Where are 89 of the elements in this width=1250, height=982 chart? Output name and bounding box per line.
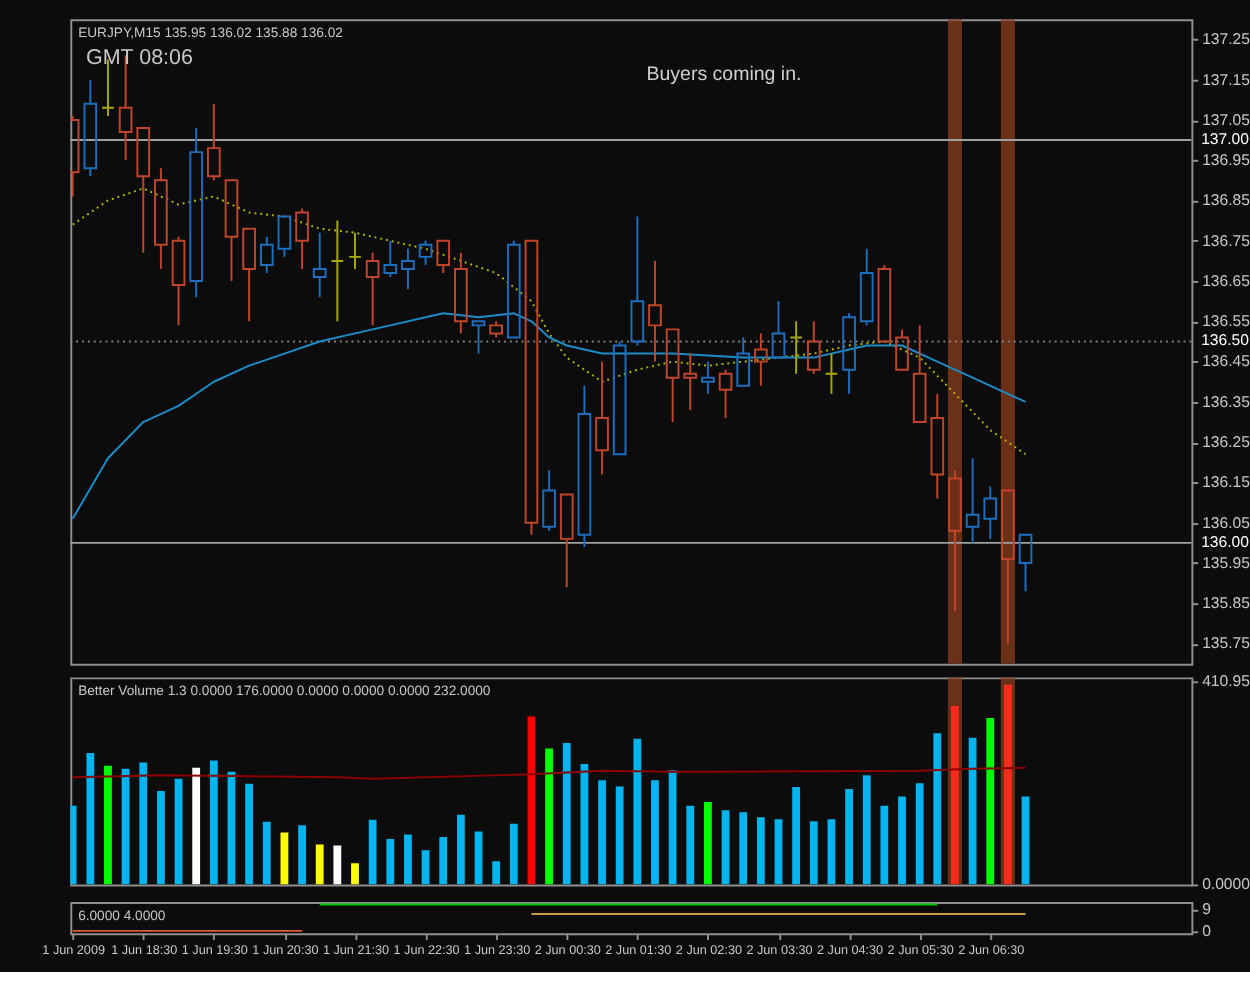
candlestick	[312, 231, 327, 299]
y-tick-label: 9	[1202, 900, 1211, 919]
bar	[104, 765, 112, 885]
y-tick-label: 137.15	[1202, 70, 1250, 89]
candlestick	[154, 167, 168, 270]
annotation: GMT 08:06	[85, 46, 193, 71]
bar	[668, 770, 677, 885]
candlestick	[454, 251, 468, 335]
y-tick-label: 135.85	[1202, 594, 1250, 613]
bar	[351, 863, 359, 885]
y-tick-label: 135.95	[1202, 553, 1250, 572]
bar	[845, 789, 853, 885]
candlestick	[577, 384, 592, 548]
candlestick	[930, 392, 945, 500]
line-series	[71, 312, 1027, 520]
candlestick	[648, 259, 662, 363]
y-tick-label: 135.75	[1202, 634, 1250, 653]
candlestick	[683, 352, 698, 411]
bar	[70, 805, 77, 885]
candlestick	[789, 320, 803, 375]
ref-line-label: 136.50	[1201, 331, 1250, 350]
bar	[509, 823, 518, 885]
bar	[456, 814, 465, 885]
bar	[386, 838, 395, 885]
bar	[756, 817, 765, 885]
candlestick	[330, 219, 345, 323]
y-tick-label: 0.0000	[1202, 875, 1250, 894]
candlestick	[824, 352, 839, 395]
y-tick-label: 136.65	[1202, 271, 1250, 290]
bar	[492, 861, 501, 885]
bar	[209, 760, 218, 885]
bar	[121, 768, 130, 885]
y-tick-label: 136.85	[1202, 191, 1250, 210]
bar	[704, 801, 712, 885]
bar	[580, 763, 589, 885]
bar	[245, 783, 254, 885]
line-series	[71, 187, 1027, 456]
bar	[968, 737, 977, 885]
bar	[862, 775, 871, 885]
y-tick-label: 136.35	[1202, 392, 1250, 411]
bar	[262, 821, 271, 885]
bar	[562, 743, 571, 885]
y-tick-label: 136.55	[1202, 312, 1250, 331]
y-tick-label: 0	[1202, 921, 1213, 940]
bar	[651, 780, 659, 885]
y-tick-label: 136.05	[1202, 513, 1250, 532]
bar	[598, 780, 606, 885]
bar	[792, 787, 801, 885]
candlestick	[189, 126, 204, 299]
candlestick	[983, 485, 998, 540]
y-tick-label: 137.05	[1202, 110, 1250, 129]
bar	[139, 762, 148, 885]
bar	[86, 753, 95, 885]
ref-line-label: 137.00	[1201, 129, 1250, 148]
bar	[633, 738, 642, 885]
y-tick-label: 136.25	[1202, 433, 1250, 452]
bar	[315, 844, 324, 885]
bar	[156, 791, 165, 885]
y-tick-label: 137.25	[1202, 30, 1250, 49]
bar	[986, 717, 995, 885]
y-tick-label: 136.45	[1202, 352, 1250, 371]
bar	[1021, 796, 1030, 885]
y-tick-label: 136.95	[1202, 151, 1250, 170]
bar	[615, 786, 624, 885]
bar	[298, 825, 306, 885]
annotation: Buyers coming in.	[646, 63, 802, 86]
bar	[333, 845, 342, 885]
bar	[739, 812, 748, 885]
candlestick	[595, 360, 609, 476]
candlestick	[348, 231, 362, 270]
candlestick	[401, 247, 415, 291]
y-tick-label: 410.95	[1202, 672, 1250, 691]
candlestick	[965, 457, 980, 544]
bar	[404, 834, 412, 885]
bar	[898, 796, 906, 885]
bar	[809, 821, 818, 885]
candlestick	[754, 332, 768, 387]
bar	[545, 748, 554, 885]
bar	[368, 819, 377, 885]
bar	[880, 805, 889, 885]
bar	[686, 805, 695, 885]
bar	[439, 837, 448, 885]
bar	[933, 733, 942, 885]
y-tick-label: 136.75	[1202, 231, 1250, 250]
ref-line-label: 136.00	[1201, 532, 1250, 551]
candlestick	[701, 360, 715, 395]
bar	[192, 767, 201, 885]
bar	[915, 783, 924, 885]
y-tick-label: 136.15	[1202, 473, 1250, 492]
